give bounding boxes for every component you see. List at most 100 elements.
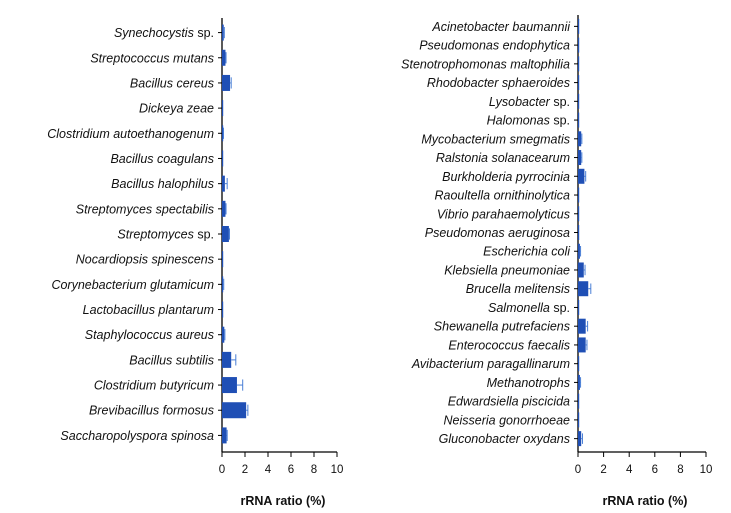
category-suffix: sp.	[550, 95, 570, 109]
category-name: Stenotrophomonas maltophilia	[401, 57, 570, 71]
category-label: Salmonella sp.	[488, 301, 570, 315]
category-name: Vibrio parahaemolyticus	[437, 207, 570, 221]
bar	[578, 393, 580, 409]
category-label: Shewanella putrefaciens	[434, 320, 570, 334]
bar	[578, 431, 582, 447]
category-name: Raoultella ornithinolytica	[435, 189, 571, 203]
bar	[578, 299, 580, 315]
category-name: Avibacterium paragallinarum	[411, 357, 570, 371]
category-name: Escherichia coli	[483, 245, 571, 259]
bar	[578, 262, 584, 278]
category-label: Streptomyces spectabilis	[76, 202, 214, 216]
category-label: Lactobacillus plantarum	[83, 303, 214, 317]
category-label: Mycobacterium smegmatis	[421, 132, 570, 146]
category-label: Dickeya zeae	[139, 102, 214, 116]
x-tick-label: 8	[311, 464, 317, 476]
category-label: Brevibacillus formosus	[89, 404, 214, 418]
category-name: Staphylococcus aureus	[85, 328, 214, 342]
bar	[222, 226, 229, 242]
category-label: Nocardiopsis spinescens	[76, 253, 214, 267]
category-suffix: sp.	[550, 301, 570, 315]
category-label: Streptococcus mutans	[90, 51, 214, 65]
category-label: Raoultella ornithinolytica	[435, 189, 571, 203]
x-tick-label: 2	[242, 464, 248, 476]
category-name: Edwardsiella piscicida	[448, 395, 570, 409]
category-label: Pseudomonas aeruginosa	[425, 226, 570, 240]
category-suffix: sp.	[194, 228, 214, 242]
bar	[222, 24, 224, 41]
category-name: Streptomyces	[117, 228, 193, 242]
bar	[578, 112, 580, 128]
bar	[578, 150, 582, 166]
x-tick-label: 10	[700, 464, 713, 476]
category-name: Gluconobacter oxydans	[439, 432, 570, 446]
category-name: Klebsiella pneumoniae	[444, 263, 570, 277]
category-label: Pseudomonas endophytica	[419, 39, 570, 53]
category-name: Mycobacterium smegmatis	[421, 132, 570, 146]
bar	[222, 402, 247, 419]
category-name: Bacillus cereus	[130, 76, 214, 90]
category-name: Lysobacter	[489, 95, 551, 109]
x-tick-label: 0	[219, 464, 225, 476]
category-label: Bacillus subtilis	[129, 353, 214, 367]
category-name: Salmonella	[488, 301, 550, 315]
category-label: Klebsiella pneumoniae	[444, 263, 570, 277]
category-name: Brucella melitensis	[466, 282, 570, 296]
bar	[578, 356, 580, 372]
category-label: Halomonas sp.	[487, 114, 570, 128]
category-label: Escherichia coli	[483, 245, 571, 259]
category-label: Stenotrophomonas maltophilia	[401, 57, 570, 71]
category-name: Burkholderia pyrrocinia	[442, 170, 570, 184]
bar	[578, 281, 589, 297]
category-name: Ralstonia solanacearum	[436, 151, 570, 165]
bar	[578, 93, 580, 109]
category-name: Bacillus coagulans	[110, 152, 214, 166]
category-name: Streptomyces spectabilis	[76, 202, 214, 216]
x-tick-label: 8	[677, 464, 683, 476]
category-label: Methanotrophs	[487, 376, 570, 390]
category-label: Clostridium autoethanogenum	[47, 127, 214, 141]
category-label: Neisseria gonorrhoeae	[444, 413, 571, 427]
bar	[578, 206, 580, 222]
bar	[222, 427, 227, 444]
category-name: Pseudomonas aeruginosa	[425, 226, 570, 240]
category-label: Avibacterium paragallinarum	[411, 357, 570, 371]
category-name: Methanotrophs	[487, 376, 570, 390]
bar	[222, 377, 237, 394]
bar	[578, 337, 586, 353]
category-label: Bacillus halophilus	[111, 177, 214, 191]
bar	[578, 56, 580, 72]
bar	[578, 18, 580, 34]
category-label: Streptomyces sp.	[117, 228, 214, 242]
category-name: Bacillus halophilus	[111, 177, 214, 191]
category-name: Dickeya zeae	[139, 102, 214, 116]
x-tick-label: 4	[265, 464, 272, 476]
category-label: Lysobacter sp.	[489, 95, 570, 109]
x-tick-label: 10	[331, 464, 344, 476]
bar	[222, 100, 224, 117]
category-name: Corynebacterium glutamicum	[51, 278, 214, 292]
category-label: Bacillus coagulans	[110, 152, 214, 166]
category-name: Shewanella putrefaciens	[434, 320, 570, 334]
category-suffix: sp.	[194, 26, 214, 40]
x-axis-label: rRNA ratio (%)	[603, 494, 688, 508]
bar	[222, 200, 226, 217]
x-tick-label: 4	[626, 464, 633, 476]
bar	[222, 301, 224, 318]
category-name: Synechocystis	[114, 26, 194, 40]
x-tick-label: 2	[600, 464, 606, 476]
bar	[222, 49, 226, 66]
bar	[578, 168, 585, 184]
category-name: Bacillus subtilis	[129, 353, 214, 367]
category-name: Lactobacillus plantarum	[83, 303, 214, 317]
category-name: Neisseria gonorrhoeae	[444, 413, 571, 427]
x-tick-label: 6	[652, 464, 658, 476]
category-name: Streptococcus mutans	[90, 51, 214, 65]
bar	[578, 75, 580, 91]
bar	[578, 131, 582, 147]
category-name: Clostridium butyricum	[94, 379, 214, 393]
category-label: Ralstonia solanacearum	[436, 151, 570, 165]
bar	[578, 243, 580, 259]
category-label: Bacillus cereus	[130, 76, 214, 90]
